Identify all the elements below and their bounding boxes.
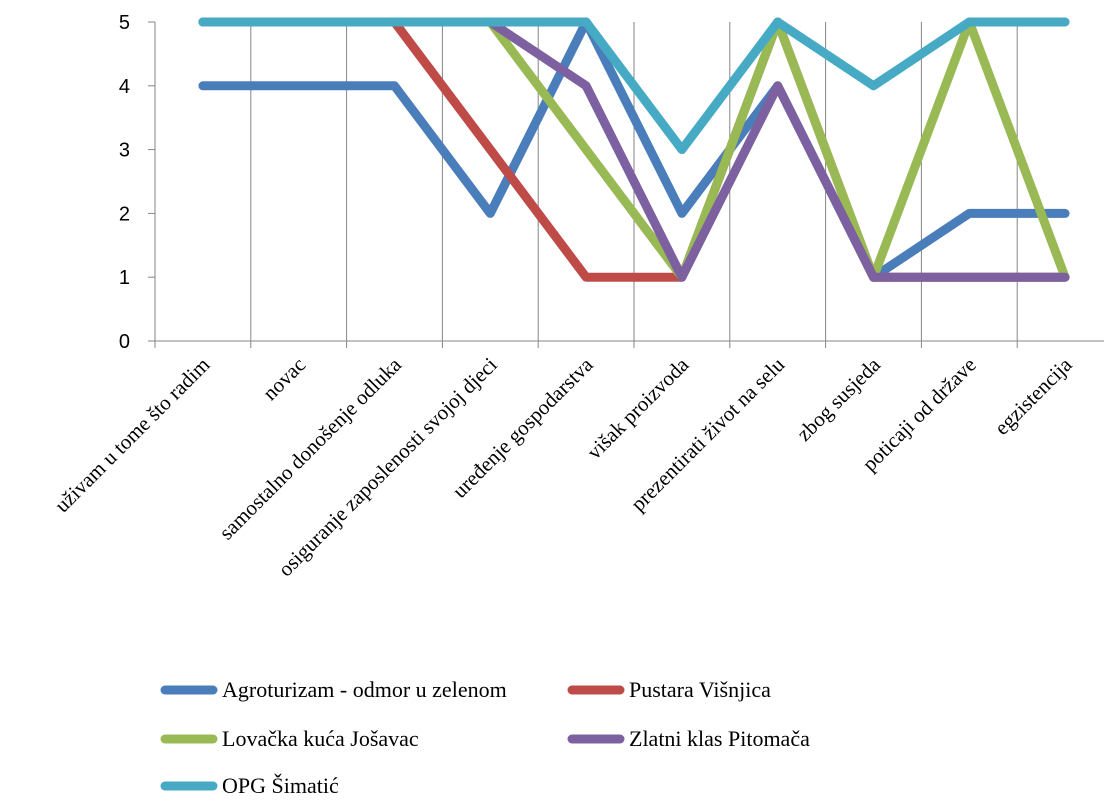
y-tick-label: 5 [119, 12, 130, 34]
x-category-label: zbog susjeda [792, 352, 886, 446]
x-category-label: samostalno donošenje odluka [214, 352, 406, 544]
legend-label: Agroturizam - odmor u zelenom [222, 677, 507, 702]
y-tick-label: 2 [119, 203, 130, 225]
legend-label: Lovačka kuća Jošavac [222, 726, 419, 751]
legend-item: Agroturizam - odmor u zelenom [165, 677, 507, 702]
legend: Agroturizam - odmor u zelenom Pustara Viš… [165, 677, 810, 798]
x-category-label: egzistencija [990, 352, 1078, 440]
x-category-label: uživam u tome što radim [50, 353, 215, 518]
legend-item: Lovačka kuća Jošavac [165, 726, 419, 751]
legend-item: OPG Šimatić [165, 773, 339, 798]
legend-item: Zlatni klas Pitomača [572, 726, 810, 751]
y-tick-label: 3 [119, 140, 130, 162]
y-tick-label: 1 [119, 267, 130, 289]
legend-label: Pustara Višnjica [629, 677, 771, 702]
legend-label: OPG Šimatić [222, 773, 339, 798]
x-category-label: prezentirati život na selu [626, 352, 790, 516]
y-axis-tick-labels: 0 1 2 3 4 5 [119, 12, 130, 353]
y-tick-label: 4 [119, 76, 130, 98]
legend-item: Pustara Višnjica [572, 677, 771, 702]
y-tick-label: 0 [119, 331, 130, 353]
x-category-label: novac [258, 353, 310, 405]
legend-label: Zlatni klas Pitomača [629, 726, 810, 751]
